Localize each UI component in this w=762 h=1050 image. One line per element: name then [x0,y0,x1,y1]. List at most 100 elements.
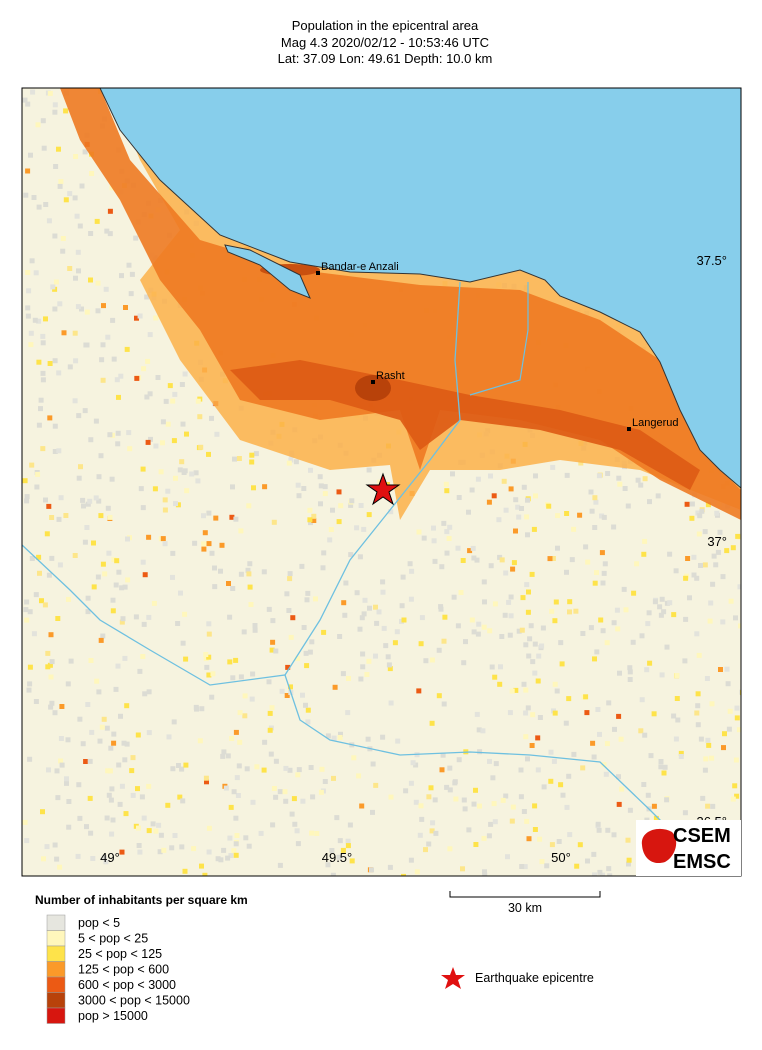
population-cell [119,585,125,591]
population-cell [144,294,150,300]
population-cell [578,460,584,466]
population-cell [518,767,524,773]
population-cell [503,570,509,576]
population-cell [552,681,558,687]
population-cell [519,506,524,511]
population-cell [109,831,115,837]
population-cell [553,599,559,605]
population-cell [193,470,199,476]
population-cell [49,700,55,706]
population-cell [110,597,116,603]
population-cell [519,627,525,633]
population-cell [230,675,236,681]
population-cell [386,662,392,668]
population-cell [695,703,701,709]
population-cell [171,438,177,444]
population-cell [76,475,82,481]
population-cell [87,758,93,764]
population-cell [509,818,515,824]
population-cell [110,608,116,614]
population-cell [108,745,114,751]
population-cell [85,501,91,507]
population-cell [206,654,212,660]
population-cell [340,847,346,853]
population-cell [451,594,457,600]
population-cell [40,333,46,339]
population-cell [447,846,453,852]
population-cell [639,633,645,639]
population-cell [229,736,235,741]
population-cell [497,554,503,560]
population-cell [202,530,208,536]
population-cell [658,759,664,764]
population-cell [653,815,659,821]
population-cell [115,430,121,436]
population-cell [52,710,58,716]
population-cell [734,793,740,799]
population-cell [60,236,66,241]
population-cell [95,574,101,580]
population-cell [447,524,453,530]
population-cell [115,663,121,669]
population-cell [461,660,467,666]
population-cell [182,371,188,377]
population-cell [583,544,589,550]
population-cell [254,764,260,770]
population-cell [567,609,572,615]
population-cell [284,591,290,597]
population-cell [65,681,71,687]
population-cell [245,567,251,573]
population-cell [172,833,178,838]
population-cell [738,623,741,629]
population-cell [328,527,334,532]
population-cell [541,784,547,790]
population-cell [237,710,243,716]
population-cell [487,758,492,764]
population-cell [158,832,164,838]
legend-title: Number of inhabitants per square km [35,893,248,907]
population-cell [229,514,235,520]
population-cell [592,580,598,586]
population-cell [413,799,419,805]
population-cell [220,753,226,759]
population-cell [162,507,168,513]
population-cell [287,571,293,577]
lon-label: 50° [551,850,571,865]
population-cell [325,862,331,868]
population-cell [639,697,645,703]
population-cell [59,704,65,709]
population-cell [75,853,81,859]
population-cell [64,780,69,786]
population-cell [84,525,90,530]
population-cell [617,670,622,676]
population-cell [75,304,81,310]
population-cell [128,291,134,297]
population-cell [530,712,536,718]
population-cell [601,514,607,520]
population-cell [334,815,340,821]
population-cell [24,498,30,504]
population-cell [521,484,527,490]
population-cell [705,803,711,809]
population-cell [33,270,39,276]
population-cell [638,728,644,734]
population-cell [431,525,436,531]
population-cell [567,832,573,838]
population-cell [625,837,631,843]
population-cell [133,235,139,241]
population-cell [252,627,258,633]
legend-swatch [46,976,66,993]
population-cell [133,614,139,620]
population-cell [584,710,590,716]
population-cell [233,815,239,821]
population-cell [366,658,372,664]
population-cell [387,864,393,870]
population-cell [145,439,151,445]
population-cell [180,640,186,646]
population-cell [505,854,510,860]
population-cell [622,486,628,491]
population-core [355,375,391,401]
population-cell [708,600,714,606]
population-cell [535,767,541,773]
population-cell [213,515,219,521]
